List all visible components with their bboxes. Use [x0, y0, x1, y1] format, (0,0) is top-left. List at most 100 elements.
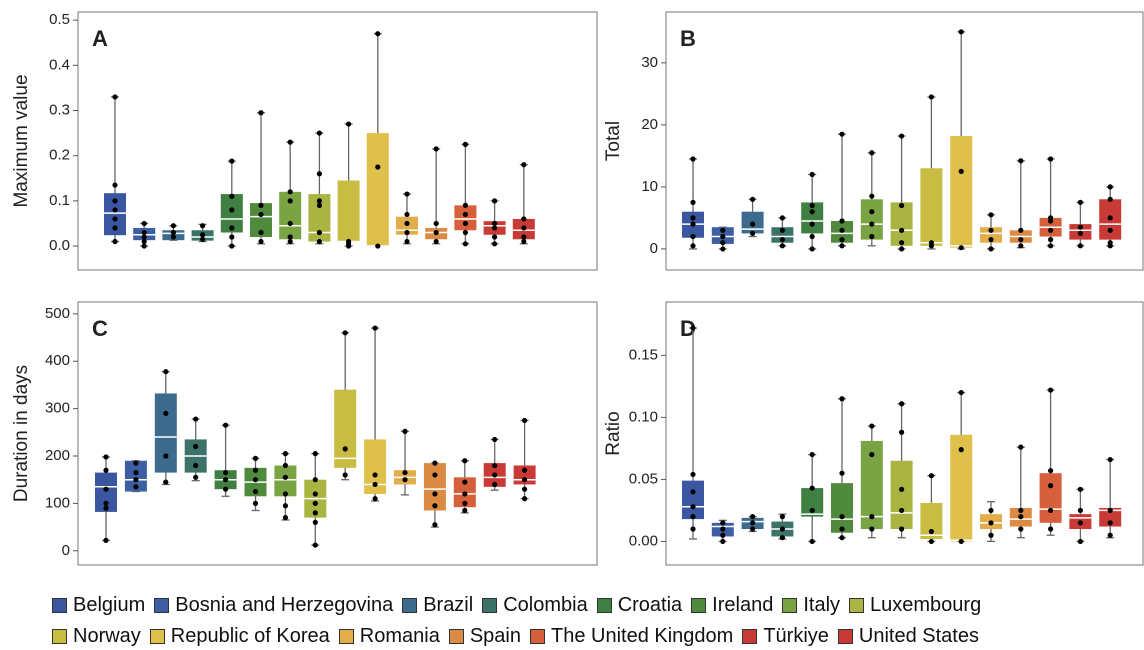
data-point: [958, 29, 964, 35]
data-point: [375, 164, 381, 170]
y-axis-label: Total: [603, 121, 624, 161]
y-tick-label: 0.05: [629, 470, 658, 487]
box: [890, 460, 913, 530]
data-point: [928, 94, 935, 100]
legend-item: Ireland: [691, 594, 773, 617]
data-point: [690, 243, 696, 249]
data-point: [1018, 227, 1024, 233]
data-point: [252, 467, 259, 473]
legend-item: United States: [837, 625, 979, 648]
data-point: [928, 243, 935, 249]
data-point: [404, 220, 410, 227]
data-point: [287, 234, 293, 240]
data-point: [312, 542, 318, 548]
box: [920, 502, 943, 539]
box: [308, 194, 331, 242]
data-point: [1107, 520, 1113, 526]
data-point: [869, 233, 875, 240]
data-point: [720, 246, 726, 252]
data-point: [287, 238, 293, 245]
data-point: [1077, 538, 1083, 545]
y-tick-label: 400: [45, 352, 70, 369]
data-point: [316, 238, 322, 245]
data-point: [1107, 243, 1113, 249]
data-point: [141, 234, 147, 240]
data-point: [170, 234, 176, 240]
data-point: [282, 503, 288, 509]
data-point: [223, 422, 229, 428]
legend-item: Republic of Korea: [149, 625, 330, 648]
data-point: [103, 454, 109, 460]
data-point: [690, 514, 696, 520]
data-point: [1107, 507, 1113, 514]
panel-label: D: [680, 316, 696, 341]
legend-swatch: [338, 629, 354, 644]
data-point: [282, 491, 288, 497]
data-point: [809, 171, 815, 178]
legend-item: Türkiye: [742, 625, 829, 648]
legend-item: Belgium: [52, 594, 145, 617]
data-point: [869, 451, 875, 458]
plot-frame: [77, 11, 598, 271]
data-point: [404, 229, 410, 236]
data-point: [492, 198, 498, 204]
data-point: [809, 233, 815, 240]
data-point: [750, 196, 756, 202]
data-point: [432, 503, 438, 509]
data-point: [720, 538, 726, 545]
legend-label: Ireland: [712, 594, 774, 616]
data-point: [988, 237, 994, 243]
data-point: [103, 505, 109, 511]
legend-swatch: [837, 629, 853, 644]
data-point: [1107, 215, 1113, 221]
box: [831, 483, 853, 533]
legend-swatch: [849, 598, 865, 613]
data-point: [522, 477, 528, 483]
data-point: [720, 532, 726, 538]
data-point: [809, 485, 815, 491]
data-point: [1077, 243, 1083, 249]
data-point: [112, 225, 118, 231]
data-point: [103, 467, 109, 473]
data-point: [1107, 196, 1113, 202]
data-point: [690, 471, 696, 478]
data-point: [779, 227, 786, 233]
legend-item: Croatia: [596, 594, 682, 617]
data-point: [492, 481, 498, 488]
legend-label: Norway: [73, 625, 141, 647]
data-point: [282, 462, 288, 469]
data-point: [346, 121, 352, 127]
data-point: [141, 220, 147, 227]
data-point: [1018, 507, 1024, 514]
data-point: [750, 221, 756, 227]
data-point: [521, 162, 527, 168]
data-point: [133, 469, 139, 476]
data-point: [372, 481, 378, 488]
data-point: [433, 146, 439, 152]
box: [274, 465, 297, 497]
data-point: [282, 515, 288, 521]
data-point: [316, 229, 322, 236]
data-point: [316, 202, 322, 208]
data-point: [899, 401, 905, 407]
data-point: [163, 369, 169, 375]
box: [890, 202, 913, 246]
data-point: [779, 243, 786, 249]
data-point: [170, 229, 176, 236]
legend-label: Italy: [803, 594, 841, 616]
data-point: [258, 211, 264, 218]
data-point: [839, 218, 845, 224]
data-point: [462, 202, 468, 208]
data-point: [402, 428, 408, 434]
data-point: [433, 220, 439, 227]
data-point: [312, 519, 318, 525]
data-point: [1018, 158, 1024, 164]
data-point: [375, 31, 381, 37]
data-point: [521, 216, 527, 222]
data-point: [869, 209, 875, 215]
data-point: [404, 238, 410, 245]
box: [337, 180, 360, 242]
data-point: [988, 520, 994, 526]
legend-item: Brazil: [402, 594, 473, 617]
